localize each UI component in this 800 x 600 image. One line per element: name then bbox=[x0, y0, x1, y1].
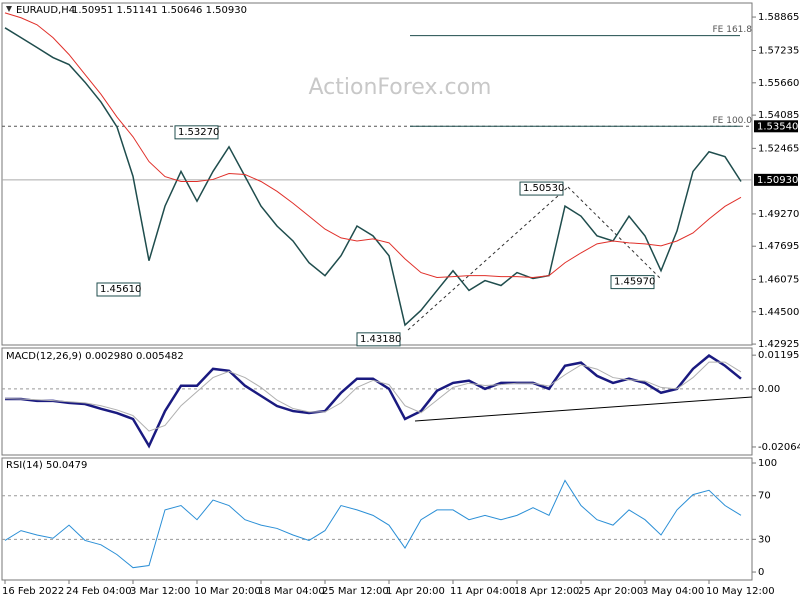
x-tick-label: 3 Mar 12:00 bbox=[130, 586, 190, 597]
fe-label: FE 161.8 bbox=[713, 25, 753, 35]
x-tick-label: 1 Apr 20:00 bbox=[386, 586, 445, 597]
price-box bbox=[754, 173, 798, 186]
price-box-label: 1.50930 bbox=[757, 175, 798, 186]
y-tick-label: 1.54085 bbox=[758, 110, 799, 121]
series-line bbox=[5, 354, 742, 449]
fe-label: FE 100.0 bbox=[713, 116, 753, 126]
x-tick-label: 18 Mar 04:00 bbox=[258, 586, 325, 597]
y-tick-label: 1.52465 bbox=[758, 143, 799, 154]
annotation-box bbox=[96, 282, 141, 297]
y-tick-label: 0 bbox=[758, 567, 764, 578]
annotation-box bbox=[519, 181, 564, 196]
series-line bbox=[4, 479, 742, 569]
x-tick-label: 10 Mar 20:00 bbox=[194, 586, 261, 597]
y-tick-label: 1.55660 bbox=[758, 78, 799, 89]
y-tick-label: 1.49270 bbox=[758, 209, 799, 220]
chart-subtitle: 1.50951 1.51141 1.50646 1.50930 bbox=[72, 5, 247, 16]
annotation-label: 1.53270 bbox=[178, 127, 219, 138]
annotation-label: 1.45970 bbox=[614, 277, 655, 288]
y-tick-label: -0.020649 bbox=[758, 442, 800, 453]
x-tick-label: 24 Feb 04:00 bbox=[66, 586, 132, 597]
y-tick-label: 1.42925 bbox=[758, 339, 799, 350]
x-tick-label: 25 Apr 20:00 bbox=[578, 586, 643, 597]
x-tick-label: 25 Mar 12:00 bbox=[322, 586, 389, 597]
macd-title: MACD(12,26,9) 0.002980 0.005482 bbox=[6, 351, 184, 362]
title-icon bbox=[6, 6, 12, 12]
panel-frame bbox=[1, 347, 753, 456]
y-tick-label: 1.44500 bbox=[758, 307, 799, 318]
price-box bbox=[754, 120, 798, 133]
macd-trend-line bbox=[414, 396, 753, 422]
x-tick-label: 18 Apr 12:00 bbox=[514, 586, 579, 597]
chart-title: EURAUD,H4 bbox=[16, 5, 75, 16]
x-tick-label: 11 Apr 04:00 bbox=[450, 586, 515, 597]
annotation-label: 1.50530 bbox=[523, 183, 564, 194]
price-box-label: 1.53540 bbox=[757, 121, 798, 132]
y-tick-label: 70 bbox=[758, 491, 771, 502]
rsi-title: RSI(14) 50.0479 bbox=[6, 460, 87, 471]
series-line bbox=[4, 361, 742, 432]
y-tick-label: 1.57235 bbox=[758, 45, 799, 56]
x-tick-label: 10 May 12:00 bbox=[706, 586, 775, 597]
y-tick-label: 1.58865 bbox=[758, 12, 799, 23]
series-line bbox=[4, 27, 742, 327]
annotation-box bbox=[356, 332, 401, 347]
x-tick-label: 3 May 04:00 bbox=[642, 586, 704, 597]
annotation-box bbox=[610, 275, 655, 290]
annotation-label: 1.45610 bbox=[100, 284, 141, 295]
y-tick-label: 0.00 bbox=[758, 384, 780, 395]
annotation-label: 1.43180 bbox=[360, 334, 401, 345]
x-tick-label: 16 Feb 2022 bbox=[2, 586, 64, 597]
y-tick-label: 1.47695 bbox=[758, 241, 799, 252]
y-tick-label: 30 bbox=[758, 534, 771, 545]
annotation-box bbox=[174, 125, 219, 140]
watermark: ActionForex.com bbox=[309, 75, 492, 100]
panel-frame bbox=[1, 457, 753, 581]
series-line bbox=[4, 12, 742, 279]
y-tick-label: 1.46075 bbox=[758, 274, 799, 285]
y-tick-label: 100 bbox=[758, 458, 777, 469]
y-tick-label: 0.011958 bbox=[758, 350, 800, 361]
